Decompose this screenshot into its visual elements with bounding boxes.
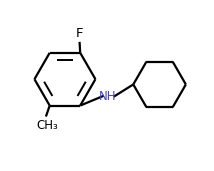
Text: F: F xyxy=(76,27,83,40)
Text: CH₃: CH₃ xyxy=(36,119,58,132)
Text: NH: NH xyxy=(99,90,117,103)
